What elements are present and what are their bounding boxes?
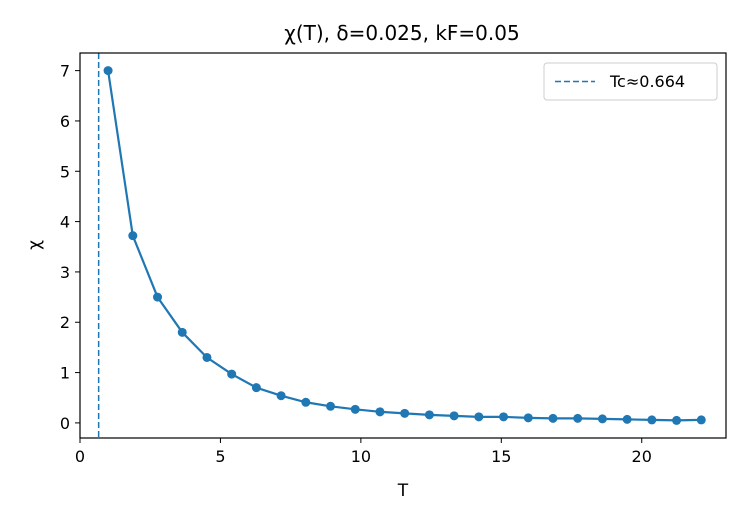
legend-box [543,62,718,101]
data-point [548,413,558,423]
data-point [696,415,706,425]
data-point [177,327,187,337]
data-point [251,383,261,393]
y-tick-label: 4 [60,213,70,232]
x-tick-label: 20 [632,447,652,466]
data-point [103,66,113,76]
data-point [326,401,336,411]
y-tick-label: 3 [60,263,70,282]
y-tick-label: 7 [60,62,70,81]
data-point [499,412,509,422]
data-point [474,412,484,422]
data-point [350,404,360,414]
data-point [375,407,385,417]
data-point [597,414,607,424]
plot-area [97,53,706,438]
legend: Tc≈0.664 [543,62,718,101]
data-point [424,410,434,420]
x-tick-label: 0 [75,447,85,466]
data-point [128,231,138,241]
y-tick-label: 6 [60,112,70,131]
data-point [153,292,163,302]
legend-label-tc: Tc≈0.664 [609,72,685,91]
data-point [202,352,212,362]
y-axis: 0 1 2 3 4 5 6 7 [60,62,80,433]
data-point [622,414,632,424]
x-axis-label: T [397,481,409,501]
data-point [449,411,459,421]
x-axis: 0 5 10 15 20 [75,438,652,466]
axes-frame [79,52,727,439]
x-tick-label: 10 [351,447,371,466]
data-point [301,397,311,407]
x-tick-label: 5 [215,447,225,466]
data-point [647,415,657,425]
data-point [227,369,237,379]
chart-title: χ(T), δ=0.025, kF=0.05 [284,21,519,45]
y-tick-label: 2 [60,313,70,332]
data-point [523,413,533,423]
data-point [672,415,682,425]
y-tick-label: 5 [60,162,70,181]
data-point [400,408,410,418]
x-tick-label: 15 [491,447,511,466]
y-axis-label: χ [25,240,45,250]
y-tick-label: 1 [60,364,70,383]
data-point [276,391,286,401]
y-tick-label: 0 [60,414,70,433]
data-point [573,413,583,423]
